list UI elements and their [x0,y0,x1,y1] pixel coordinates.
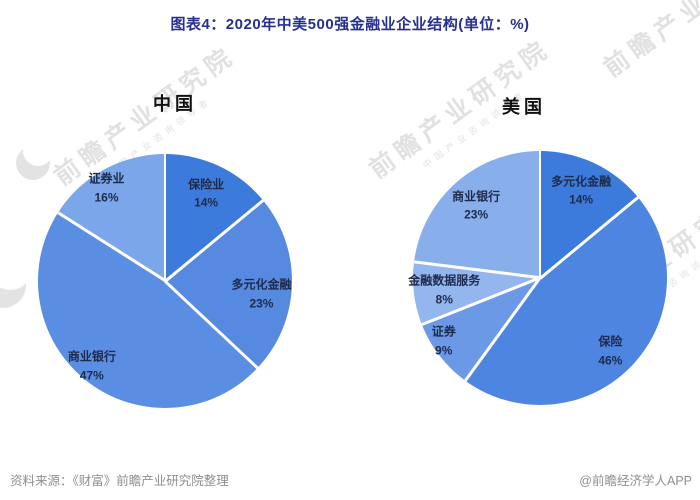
slice-percent-value: 23% [464,207,489,222]
slice-category-name: 多元化金融 [551,174,612,189]
slice-percent-value: 23% [249,296,274,311]
slice-category-name: 保险 [598,334,623,349]
pie-chart-china: 保险业 14% 多元化金融 23% 商业银行 47% 证券业 16% [38,154,292,408]
pie-subtitle-china: 中国 [153,94,197,114]
pie-slice-label: 商业银行 47% [68,348,116,385]
slice-category-name: 金融数据服务 [408,273,481,288]
slice-category-name: 保险业 [188,177,225,192]
pie-slice-label: 多元化金融 14% [551,172,611,209]
slice-divider [57,211,166,283]
pie-slice-label: 证券 9% [432,323,456,360]
pie-slice-label: 多元化金融 23% [231,275,291,312]
slice-divider [163,154,167,281]
slice-percent-value: 8% [435,292,453,307]
slice-percent-value: 46% [598,353,623,368]
pie-slice-label: 保险业 14% [188,175,224,212]
slice-category-name: 证券 [431,324,456,339]
watermark-logo-icon [0,262,26,308]
slice-category-name: 商业银行 [67,349,116,364]
watermark-logo-icon [16,146,50,180]
pie-slice-label: 商业银行 23% [452,187,500,224]
pie-chart-usa: 多元化金融 14% 保险 46% 证券 9% 金融数据服务 8% 商业银行 23% [408,151,667,405]
pie-subtitle-usa: 美国 [502,97,546,117]
data-source-note: 资料来源：《财富》前瞻产业研究院整理 [10,474,229,488]
figure-title: 图表4：2020年中美500强金融业企业结构(单位：%) [170,16,530,33]
slice-percent-value: 14% [194,195,219,210]
pie-slice-label: 证券业 16% [88,170,124,207]
pie-slice-label: 保险 46% [598,332,622,369]
slice-percent-value: 16% [94,190,119,205]
app-credit-note: @前瞻经济学人APP [579,474,692,488]
slice-percent-value: 14% [569,192,594,207]
slice-category-name: 证券业 [88,171,125,186]
slice-percent-value: 47% [79,368,104,383]
slice-percent-value: 9% [435,343,453,358]
slice-category-name: 商业银行 [452,189,501,203]
slice-divider [538,151,542,278]
slice-category-name: 多元化金融 [231,277,292,292]
pie-slice-label: 金融数据服务 8% [408,272,480,309]
